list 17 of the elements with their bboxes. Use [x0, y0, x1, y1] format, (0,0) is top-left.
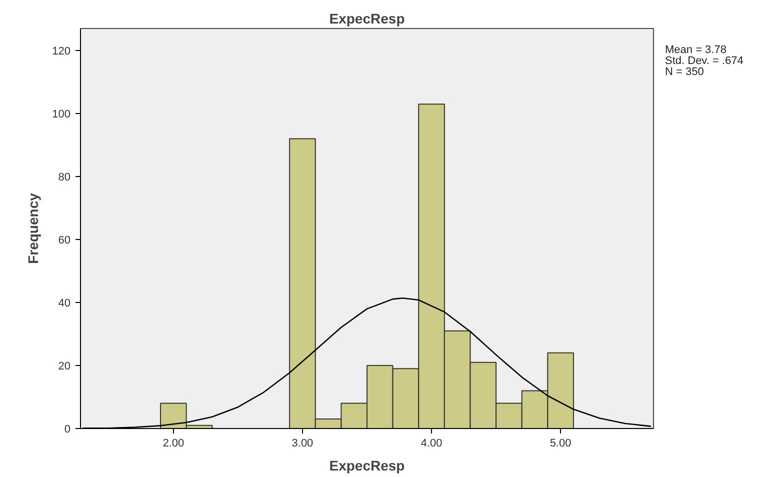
- y-tick-label: 0: [64, 424, 71, 436]
- chart-title: ExpecResp: [329, 10, 405, 26]
- x-tick-label: 5.00: [550, 438, 572, 450]
- text: N = 350: [665, 66, 705, 78]
- y-tick-label: 100: [52, 108, 71, 121]
- y-tick-label: 20: [58, 360, 71, 373]
- text: Std. Dev. = .674: [665, 55, 744, 67]
- x-tick-label: 4.00: [420, 438, 442, 450]
- y-tick-label: 80: [58, 172, 71, 184]
- y-tick-label: 60: [58, 234, 71, 247]
- x-tick-label: 3.00: [292, 438, 314, 450]
- x-tick-label: 2.00: [162, 438, 184, 450]
- x-axis-title: ExpecResp: [329, 458, 405, 474]
- y-tick-label: 40: [58, 298, 71, 310]
- y-tick-label: 120: [52, 46, 71, 58]
- y-axis-title: Frequency: [25, 192, 42, 264]
- text: Mean = 3.78: [665, 44, 728, 56]
